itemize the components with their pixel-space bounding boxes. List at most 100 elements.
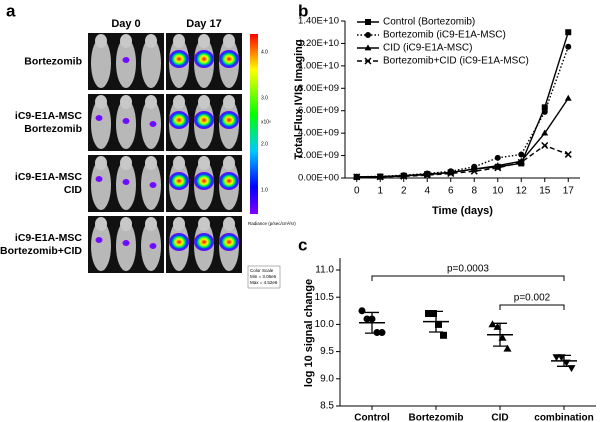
y-tick-label: 2.00E+09: [298, 150, 339, 161]
mouse-head: [95, 156, 107, 170]
x-tick-label: 15: [539, 186, 551, 197]
row-label: Bortezomib: [24, 123, 82, 135]
marker: [541, 141, 549, 150]
marker: [503, 344, 512, 352]
mouse-head: [198, 156, 210, 170]
signal: [194, 50, 214, 68]
marker: [517, 158, 525, 166]
signal: [122, 179, 130, 185]
marker: [363, 315, 371, 323]
signal: [194, 233, 214, 251]
marker: [494, 164, 502, 172]
colorbar-tick-label: 2.0: [261, 141, 268, 147]
mouse-head: [95, 217, 107, 231]
marker: [365, 32, 371, 38]
mouse-head: [173, 156, 185, 170]
series-line: [356, 144, 569, 178]
color-scale-text: Color Scale: [250, 268, 274, 273]
signal: [122, 240, 130, 246]
y-tick-label: 9.5: [320, 346, 334, 357]
mouse: [91, 38, 111, 88]
x-tick-label: 2: [401, 186, 407, 197]
marker: [541, 104, 548, 111]
marker: [358, 307, 366, 315]
x-tick-label: 0: [354, 186, 360, 197]
error-bar: [493, 322, 507, 347]
signal: [169, 172, 189, 190]
mouse: [91, 160, 111, 210]
signal: [122, 57, 130, 63]
marker: [488, 320, 497, 328]
y-tick-label: 11.0: [315, 265, 334, 276]
marker: [447, 169, 455, 178]
mouse: [91, 99, 111, 149]
signal: [149, 243, 157, 249]
x-tick-label: Bortezomib: [409, 413, 464, 422]
error-bar: [429, 310, 443, 333]
mouse-head: [223, 95, 235, 109]
signal: [95, 176, 103, 182]
marker: [430, 310, 437, 318]
marker: [494, 154, 501, 161]
y-tick-label: 0.00E+00: [298, 173, 339, 184]
x-tick-label: 6: [448, 186, 454, 197]
mouse-head: [173, 95, 185, 109]
row-label: iC9-E1A-MSC: [15, 110, 83, 122]
signal: [169, 111, 189, 129]
color-scale-box: [247, 265, 281, 289]
mouse-head: [120, 95, 132, 109]
y-axis-title: log 10 signal change: [303, 279, 315, 387]
marker: [364, 57, 372, 65]
error-bar: [557, 354, 571, 367]
mouse-head: [120, 156, 132, 170]
mouse-head: [223, 156, 235, 170]
colorbar-title: Radiance (p/sec/cm²/sr): [248, 221, 296, 226]
marker: [541, 108, 548, 115]
signal: [149, 121, 157, 127]
mouse-head: [95, 95, 107, 109]
mouse-head: [145, 34, 157, 48]
y-tick-label: 1.00E+10: [298, 60, 339, 71]
panel-label: b: [298, 1, 308, 20]
marker: [565, 43, 572, 50]
signal: [219, 233, 239, 251]
row-label: Bortezomib+CID: [0, 245, 82, 257]
marker: [541, 129, 549, 136]
panel-label: c: [298, 235, 307, 254]
mouse-head: [198, 34, 210, 48]
signal: [95, 115, 103, 121]
signal: [194, 111, 214, 129]
series-line: [356, 32, 569, 178]
mouse-head: [223, 34, 235, 48]
marker: [378, 329, 386, 337]
mouse-head: [120, 34, 132, 48]
x-tick-label: 17: [563, 186, 575, 197]
y-tick-label: 6.00E+09: [298, 105, 339, 116]
signal: [219, 111, 239, 129]
colorbar-tick-label: 1.0: [261, 187, 268, 193]
y-tick-label: 9.0: [320, 373, 334, 384]
row-label: iC9-E1A-MSC: [15, 171, 83, 183]
panel-a: a Day 0 Day 17BortezomibiC9-E1A-MSCBortez…: [0, 1, 296, 289]
colorbar-tick-label: 4.0: [261, 49, 268, 55]
mouse: [91, 221, 111, 271]
column-label: Day 0: [111, 18, 140, 30]
signal: [219, 50, 239, 68]
mouse-head: [198, 217, 210, 231]
marker: [423, 171, 431, 179]
mouse: [141, 38, 161, 88]
mouse-head: [95, 34, 107, 48]
p-value: p=0.002: [514, 293, 551, 304]
marker: [564, 94, 572, 101]
marker: [365, 19, 371, 25]
marker: [376, 173, 384, 181]
colorbar-unit: x10⁶: [261, 119, 271, 125]
signal: [95, 237, 103, 243]
x-tick-label: 4: [424, 186, 430, 197]
signal: [122, 118, 130, 124]
y-tick-label: 10.5: [315, 292, 335, 303]
mouse-head: [145, 156, 157, 170]
legend-label: Bortezomib (iC9-E1A-MSC): [383, 30, 506, 41]
